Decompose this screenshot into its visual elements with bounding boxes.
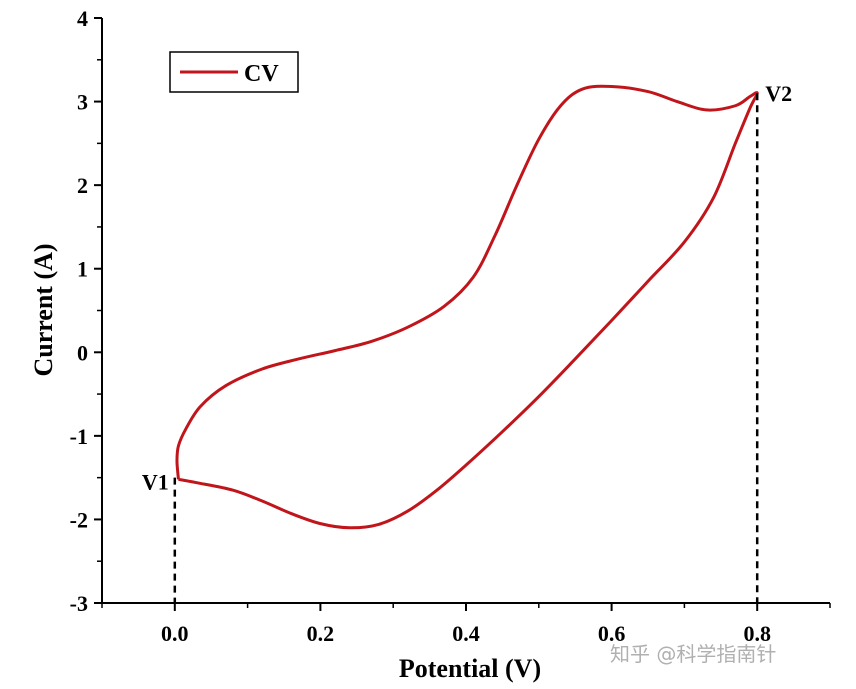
annotation-label-v2: V2 [765,81,792,106]
x-tick-label: 0.4 [452,621,480,646]
x-tick-label: 0.2 [307,621,335,646]
y-tick-label: -1 [70,424,88,449]
legend: CV [169,51,299,93]
y-tick-label: 3 [77,90,88,115]
series-layer [175,84,759,530]
plot-frame [101,18,830,604]
y-tick-label: -2 [70,507,88,532]
x-tick-label: 0.6 [598,621,626,646]
annotation-label-v1: V1 [142,470,169,495]
y-tick-label: 0 [77,340,88,365]
legend-label-cv: CV [244,61,279,87]
x-tick-label: 0.8 [743,621,771,646]
series-line-cv [175,84,759,530]
annotations-layer: V1 V2 [142,81,792,603]
y-axis-title: Current (A) [29,243,58,376]
axis-ticks: -3 -2 -1 0 1 2 3 4 0.0 0.2 0.4 0.6 0.8 [70,6,831,646]
x-tick-label: 0.0 [161,621,189,646]
y-tick-label: 2 [77,173,88,198]
y-tick-label: -3 [70,591,88,616]
x-axis-title: Potential (V) [399,654,541,683]
y-tick-label: 4 [77,6,88,31]
y-tick-label: 1 [77,257,88,282]
watermark: 知乎 @科学指南针 [610,642,776,666]
